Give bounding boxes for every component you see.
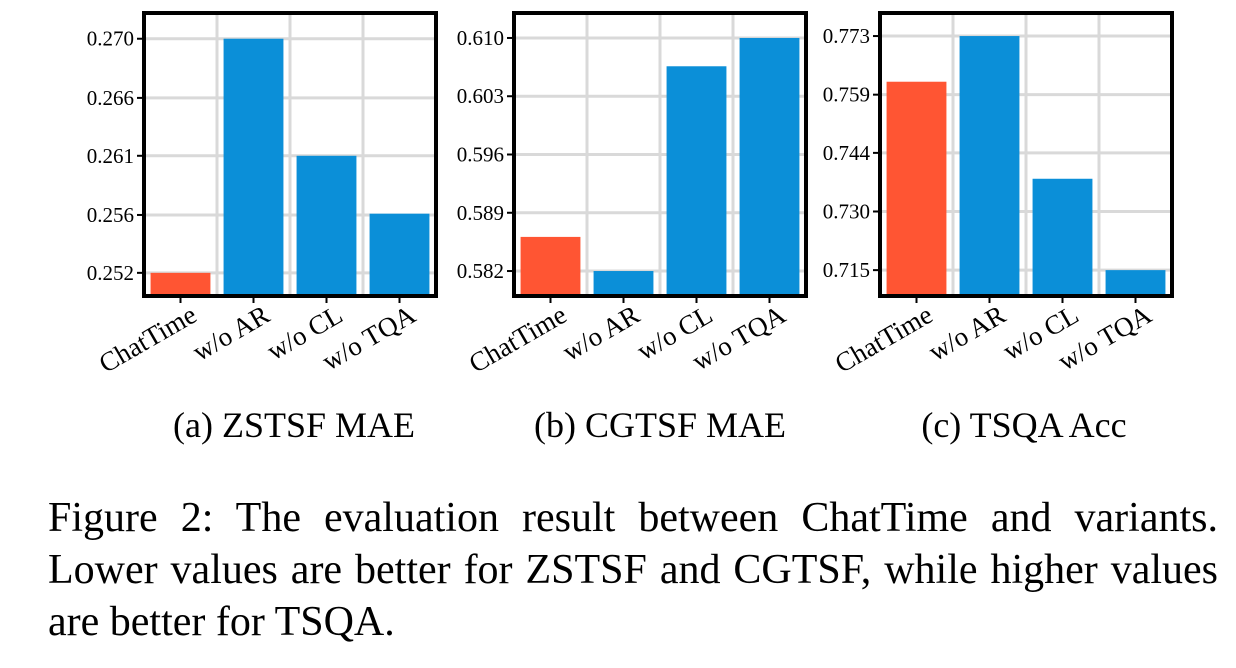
bar-chattime: [886, 81, 947, 296]
bar-chattime: [520, 236, 581, 296]
figure-caption: Figure 2: The evaluation result between …: [48, 492, 1218, 648]
bar-w-o-ar: [959, 36, 1020, 297]
y-tick-label: 0.261: [87, 144, 134, 168]
y-tick-label: 0.589: [457, 201, 504, 225]
y-tick-label: 0.596: [457, 143, 504, 167]
y-tick-label: 0.715: [823, 258, 870, 282]
y-tick-label: 0.773: [823, 24, 870, 48]
y-tick-label: 0.744: [823, 141, 871, 165]
plot-frame: [512, 11, 808, 298]
bar-w-o-tqa: [369, 213, 430, 296]
bar-w-o-cl: [1032, 178, 1093, 296]
caption-text: Figure 2: The evaluation result between …: [48, 495, 1218, 645]
bar-w-o-cl: [666, 66, 727, 296]
bar-chattime: [150, 272, 211, 296]
y-tick-label: 0.252: [87, 261, 134, 285]
y-tick-label: 0.266: [87, 86, 134, 110]
plot-frame: [878, 11, 1174, 298]
panel-title: (b) CGTSF MAE: [534, 405, 786, 445]
x-tick-label: w/o AR: [187, 299, 274, 367]
bar-w-o-tqa: [739, 37, 800, 297]
panel-title: (a) ZSTSF MAE: [173, 405, 415, 445]
bar-w-o-cl: [296, 155, 357, 296]
y-tick-label: 0.759: [823, 83, 870, 107]
plot-frame: [142, 11, 438, 298]
bar-w-o-ar: [223, 38, 284, 297]
bar-w-o-ar: [593, 271, 654, 296]
y-tick-label: 0.256: [87, 203, 134, 227]
y-tick-label: 0.603: [457, 84, 504, 108]
panel-title: (c) TSQA Acc: [921, 405, 1126, 445]
x-tick-label: ChatTime: [464, 299, 572, 379]
y-tick-label: 0.610: [457, 26, 504, 50]
x-tick-label: w/o AR: [557, 299, 644, 367]
y-tick-label: 0.270: [87, 27, 134, 51]
y-tick-label: 0.730: [823, 200, 870, 224]
x-tick-label: w/o AR: [923, 299, 1010, 367]
x-tick-label: ChatTime: [94, 299, 202, 379]
bar-w-o-tqa: [1105, 270, 1166, 296]
y-tick-label: 0.582: [457, 259, 504, 283]
x-tick-label: ChatTime: [830, 299, 938, 379]
